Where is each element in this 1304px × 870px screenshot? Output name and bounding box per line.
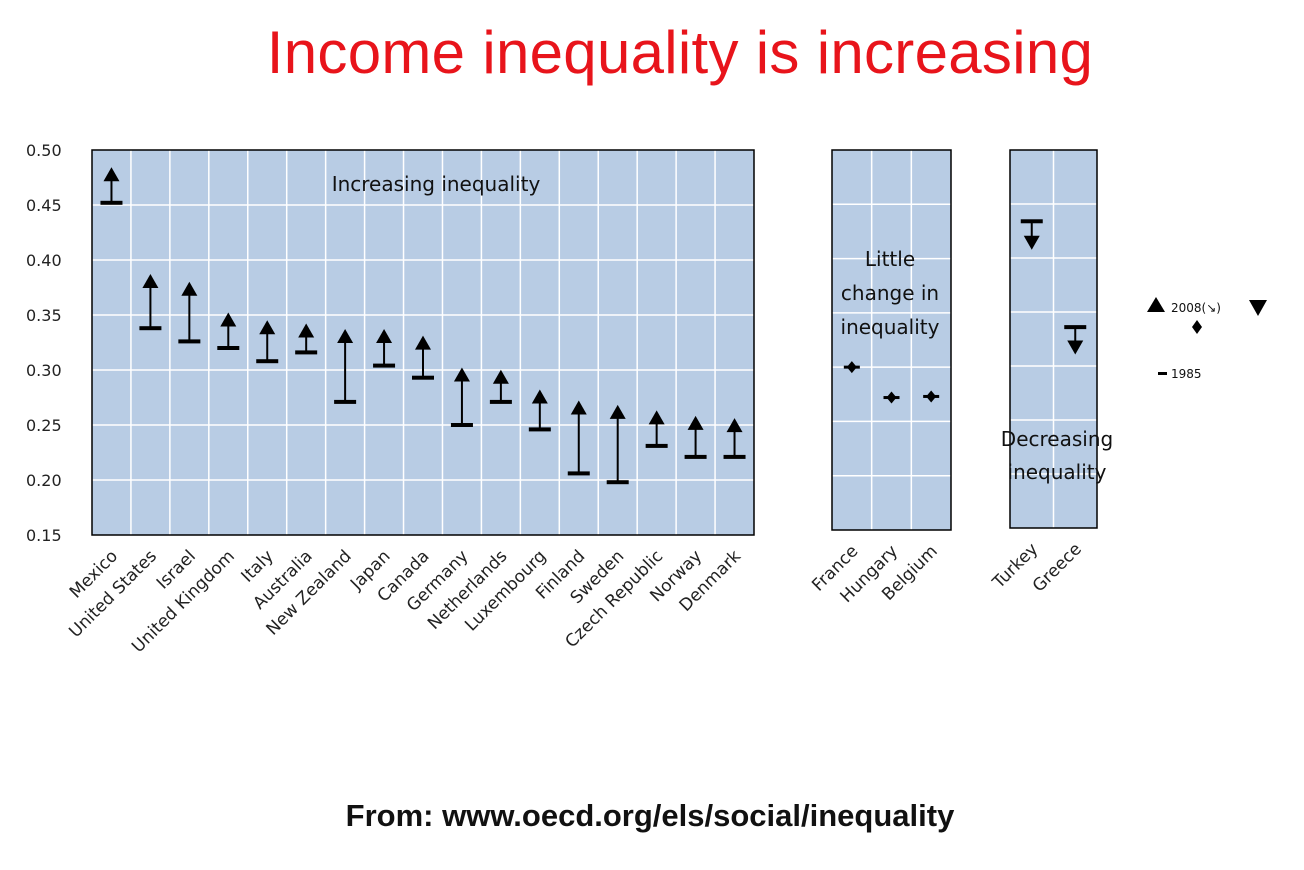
marker-germany (450, 367, 473, 427)
legend-label-1985: 1985 (1171, 367, 1202, 381)
panel-annotation: Increasing inequality (332, 172, 541, 196)
marker-france (843, 361, 860, 374)
marker-sweden (606, 404, 629, 485)
marker-2008 (415, 335, 431, 350)
y-tick-label: 0.15 (26, 526, 62, 545)
marker-2008 (142, 274, 159, 288)
marker-2008 (648, 410, 665, 425)
marker-2008 (259, 320, 276, 335)
marker-new-zealand (334, 329, 357, 404)
plot-border (91, 149, 755, 536)
plot-background (832, 150, 951, 530)
marker-luxembourg (528, 389, 551, 432)
marker-2008 (726, 418, 743, 433)
y-tick-label: 0.25 (26, 416, 62, 435)
marker-belgium (923, 390, 940, 403)
marker-2008 (926, 390, 937, 403)
y-tick-label: 0.40 (26, 251, 62, 270)
marker-australia (295, 323, 318, 355)
y-tick-label: 0.35 (26, 306, 62, 325)
panel-increasing: 0.500.450.400.350.300.250.200.15MexicoUn… (26, 141, 755, 657)
marker-canada (412, 335, 434, 380)
marker-2008 (220, 312, 237, 327)
slide-title: Income inequality is increasing (266, 19, 1094, 86)
legend-diamond (1192, 320, 1202, 334)
y-tick-label: 0.30 (26, 361, 62, 380)
marker-finland (567, 400, 590, 476)
marker-2008 (846, 361, 857, 374)
panel-annotation: Decreasing (1001, 427, 1113, 451)
marker-2008 (103, 167, 120, 182)
marker-israel (178, 281, 201, 344)
marker-2008 (609, 404, 626, 419)
y-tick-label: 0.45 (26, 196, 62, 215)
x-tick-label: Greece (1029, 539, 1086, 596)
marker-2008 (492, 369, 509, 384)
marker-turkey (1020, 219, 1043, 250)
y-tick-label: 0.50 (26, 141, 62, 160)
marker-2008 (570, 400, 587, 415)
marker-united-states (139, 274, 162, 331)
marker-united-kingdom (217, 312, 240, 350)
marker-2008 (1023, 235, 1040, 250)
source-citation: From: www.oecd.org/els/social/inequality (345, 798, 955, 833)
legend: 2008(↘) 1985 (1147, 297, 1267, 381)
plot-border (831, 149, 952, 531)
marker-japan (373, 329, 396, 368)
plot-border (1009, 149, 1098, 529)
marker-greece (1064, 325, 1087, 355)
marker-2008 (376, 329, 393, 343)
marker-2008 (1067, 340, 1084, 355)
marker-2008 (337, 329, 354, 343)
panel-annotation: inequality (841, 315, 940, 339)
marker-netherlands (489, 369, 512, 404)
panel-annotation: inequality (1008, 460, 1107, 484)
legend-up-triangle (1147, 297, 1165, 312)
marker-mexico (100, 167, 123, 205)
marker-denmark (723, 418, 746, 459)
panel-annotation: Little (865, 247, 915, 271)
marker-2008 (687, 415, 704, 430)
marker-czech-republic (645, 410, 668, 448)
marker-2008 (181, 281, 198, 296)
legend-dash (1158, 372, 1167, 375)
marker-hungary (883, 391, 900, 404)
marker-italy (256, 320, 279, 364)
marker-norway (684, 415, 707, 459)
marker-2008 (531, 389, 548, 404)
legend-label-2008: 2008(↘) (1171, 301, 1221, 315)
marker-2008 (886, 391, 897, 404)
marker-2008 (453, 367, 470, 382)
panel-annotation: change in (841, 281, 939, 305)
legend-down-triangle (1249, 300, 1267, 316)
y-tick-label: 0.20 (26, 471, 62, 490)
marker-2008 (298, 323, 315, 338)
